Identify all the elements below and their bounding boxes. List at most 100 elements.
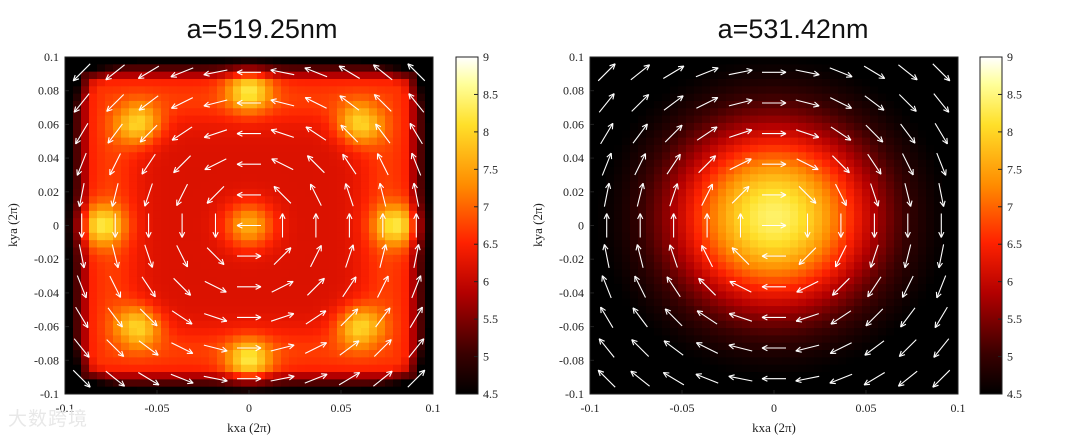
heatmap-cell — [646, 386, 655, 394]
heatmap-cell — [193, 203, 202, 212]
vector-arrow — [795, 313, 819, 323]
heatmap-cell — [337, 86, 346, 95]
heatmap-cell — [822, 247, 831, 256]
heatmap-cell — [409, 350, 418, 358]
heatmap-cell — [185, 100, 194, 109]
heatmap-cell — [686, 357, 695, 366]
heatmap-cell — [145, 335, 154, 344]
heatmap-cell — [273, 342, 282, 351]
heatmap-cell — [766, 210, 775, 219]
heatmap-cell — [289, 166, 298, 175]
heatmap-cell — [750, 320, 759, 329]
heatmap-cell — [774, 196, 783, 205]
heatmap-cell — [409, 188, 418, 197]
heatmap-cell — [894, 254, 903, 263]
heatmap-cell — [590, 379, 599, 388]
heatmap-cell — [702, 372, 711, 380]
heatmap-cell — [313, 284, 322, 293]
heatmap-cell — [950, 269, 958, 278]
heatmap-cell — [217, 181, 226, 190]
heatmap-cell — [361, 247, 370, 256]
heatmap-cell — [798, 152, 807, 161]
heatmap-cell — [710, 188, 719, 197]
heatmap-cell — [177, 386, 186, 394]
heatmap-cell — [249, 196, 258, 205]
heatmap-cell — [630, 181, 639, 190]
heatmap-cell — [934, 335, 943, 344]
heatmap-cell — [590, 232, 599, 241]
heatmap-cell — [177, 93, 186, 102]
heatmap-cell — [782, 78, 791, 87]
heatmap-cell — [918, 203, 927, 212]
heatmap-cell — [710, 372, 719, 380]
heatmap-cell — [846, 372, 855, 380]
heatmap-cell — [185, 232, 194, 241]
heatmap-cell — [910, 93, 919, 102]
colorbar-tick-label: 6.5 — [483, 237, 498, 251]
heatmap-cell — [337, 291, 346, 300]
heatmap-cell — [622, 306, 631, 315]
heatmap-cell — [630, 335, 639, 344]
heatmap-cell — [662, 100, 671, 109]
heatmap-cell — [694, 130, 703, 139]
heatmap-cell — [249, 203, 258, 212]
heatmap-cell — [89, 71, 98, 80]
heatmap-cell — [297, 342, 306, 351]
heatmap-cell — [297, 328, 306, 336]
heatmap-cell — [926, 240, 935, 249]
heatmap-cell — [209, 232, 218, 241]
heatmap-cell — [750, 196, 759, 205]
vector-arrow — [73, 93, 90, 113]
heatmap-cell — [734, 166, 743, 175]
heatmap-cell — [313, 291, 322, 300]
heatmap-cell — [798, 276, 807, 285]
heatmap-cell — [289, 240, 298, 249]
heatmap-cell — [369, 262, 378, 271]
heatmap-cell — [401, 86, 410, 95]
heatmap-cell — [718, 320, 727, 329]
heatmap-cell — [854, 247, 863, 256]
heatmap-cell — [590, 64, 599, 73]
heatmap-cell — [918, 100, 927, 109]
heatmap-cell — [105, 100, 114, 109]
heatmap-cell — [337, 188, 346, 197]
heatmap-cell — [614, 225, 623, 234]
heatmap-cell — [838, 386, 847, 394]
heatmap-cell — [646, 350, 655, 358]
heatmap-cell — [169, 350, 178, 358]
heatmap-cell — [393, 122, 402, 131]
heatmap-cell — [830, 159, 839, 168]
heatmap-cell — [289, 357, 298, 366]
heatmap-cell — [734, 108, 743, 117]
heatmap-cell — [393, 100, 402, 109]
heatmap-cell — [950, 130, 958, 139]
heatmap-cell — [854, 78, 863, 87]
heatmap-cell — [153, 57, 162, 65]
heatmap-cell — [353, 93, 362, 102]
heatmap-cell — [694, 166, 703, 175]
heatmap-cell — [233, 210, 242, 219]
heatmap-cell — [169, 137, 178, 146]
vector-arrow — [270, 343, 295, 352]
heatmap-cell — [193, 64, 202, 73]
heatmap-cell — [345, 71, 354, 80]
heatmap-cell — [417, 328, 426, 336]
heatmap-cell — [902, 342, 911, 351]
heatmap-cell — [297, 335, 306, 344]
heatmap-cell — [257, 298, 266, 307]
vector-arrow — [78, 213, 85, 238]
heatmap-cell — [846, 247, 855, 256]
heatmap-cell — [89, 386, 98, 394]
heatmap-cell — [606, 306, 615, 315]
heatmap-cell — [870, 276, 879, 285]
heatmap-cell — [814, 276, 823, 285]
heatmap-cell — [670, 137, 679, 146]
colorbar-tick-label: 6.5 — [1007, 237, 1022, 251]
heatmap-cell — [81, 379, 90, 388]
vector-arrow — [637, 213, 644, 238]
heatmap-cell — [129, 71, 138, 80]
heatmap-cell — [89, 86, 98, 95]
heatmap-cell — [662, 203, 671, 212]
heatmap-cell — [718, 144, 727, 153]
heatmap-cell — [417, 166, 426, 175]
